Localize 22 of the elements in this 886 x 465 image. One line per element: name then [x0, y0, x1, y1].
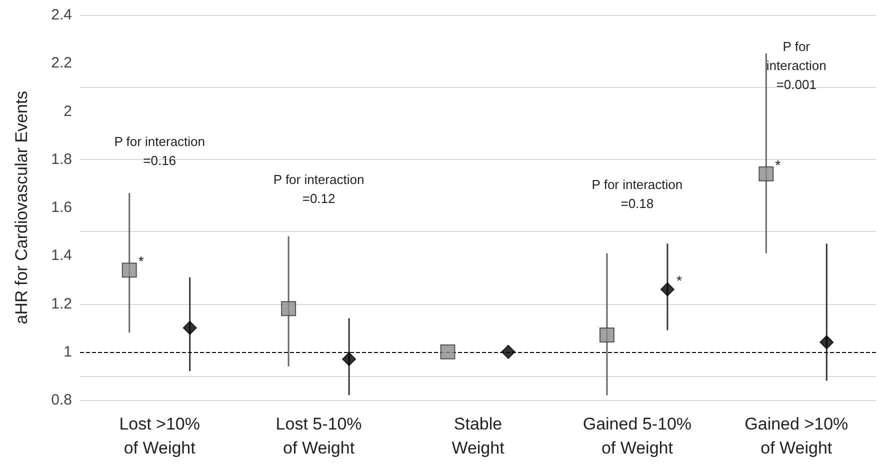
x-tick-label: Gained 5-10% of Weight: [582, 414, 692, 458]
x-tick-label: Stable Weight: [452, 414, 505, 458]
annotation: *: [775, 156, 782, 173]
annotation: P for interaction =0.18: [592, 177, 683, 211]
annotation: P for interaction =0.16: [114, 134, 206, 168]
y-tick-label: 1: [64, 343, 72, 360]
y-tick-label: 1.8: [51, 150, 72, 168]
y-tick-label: 1.6: [51, 199, 72, 216]
y-tick-label: 2: [64, 102, 72, 120]
x-tick-label: Lost >10% of Weight: [119, 414, 200, 458]
y-axis-title: aHR for Cardiovascular Events: [12, 90, 31, 324]
x-tick-label: Lost 5-10% of Weight: [276, 414, 362, 458]
y-tick-label: 1.4: [51, 247, 72, 264]
annotation: P for interaction =0.12: [273, 172, 364, 206]
x-tick-label: Gained >10% of Weight: [744, 414, 848, 458]
annotation: *: [138, 253, 144, 270]
y-tick-label: 2.2: [51, 54, 72, 72]
y-tick-label: 0.8: [51, 392, 72, 408]
y-tick-label: 1.2: [51, 295, 72, 312]
y-tick-label: 2.4: [51, 6, 72, 24]
annotation: P for interaction =0.001: [766, 39, 826, 92]
annotation: *: [676, 272, 682, 288]
